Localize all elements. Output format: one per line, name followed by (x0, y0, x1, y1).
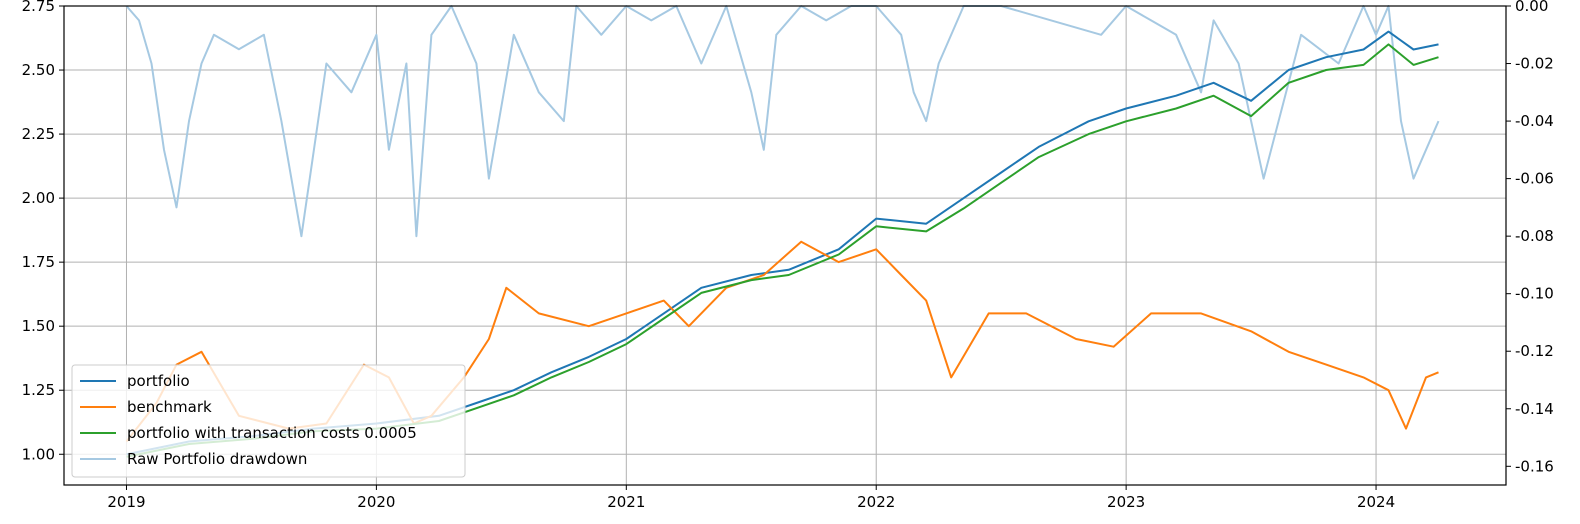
legend-label: portfolio with transaction costs 0.0005 (127, 424, 417, 442)
y-tick-label: 1.25 (22, 381, 55, 399)
y-tick-label: 1.75 (22, 253, 55, 271)
x-tick-label: 2023 (1107, 493, 1145, 511)
x-tick-label: 2022 (857, 493, 895, 511)
x-tick-label: 2024 (1357, 493, 1395, 511)
x-tick-label: 2019 (107, 493, 145, 511)
y-tick-label: 1.00 (22, 445, 55, 463)
y2-tick-label: -0.08 (1515, 227, 1554, 245)
y-tick-label: 2.25 (22, 125, 55, 143)
legend-label: Raw Portfolio drawdown (127, 450, 307, 468)
legend-box (71, 364, 466, 478)
y-tick-label: 2.00 (22, 189, 55, 207)
y2-tick-label: -0.16 (1515, 457, 1554, 475)
y2-tick-label: -0.02 (1515, 55, 1554, 73)
x-tick-label: 2020 (357, 493, 395, 511)
legend: portfolio benchmark portfolio with transac… (71, 364, 466, 478)
y2-tick-label: -0.12 (1515, 342, 1554, 360)
plot-frame (63, 5, 1507, 486)
y2-tick-label: -0.10 (1515, 285, 1554, 303)
legend-label: portfolio (127, 372, 190, 390)
y-tick-label: 2.50 (22, 61, 55, 79)
y-tick-label: 1.50 (22, 317, 55, 335)
y2-tick-label: -0.04 (1515, 112, 1554, 130)
x-tick-label: 2021 (607, 493, 645, 511)
y2-tick-label: -0.14 (1515, 400, 1554, 418)
axes: 2019 2020 2021 2022 2023 2024 1.00 1.25 1.50 1.75… (22, 0, 1554, 511)
legend-label: benchmark (127, 398, 212, 416)
y2-tick-label: 0.00 (1515, 0, 1548, 15)
y-tick-label: 2.75 (22, 0, 55, 15)
y2-tick-label: -0.06 (1515, 170, 1554, 188)
